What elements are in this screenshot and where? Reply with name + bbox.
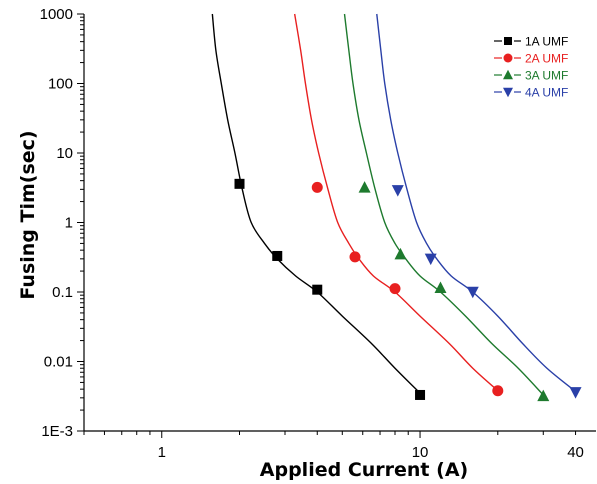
series-line	[376, 13, 576, 393]
data-point	[424, 253, 437, 266]
x-axis: 1 10 40	[83, 431, 584, 461]
data-point	[311, 181, 323, 193]
data-point	[415, 389, 426, 400]
legend-label: 3A UMF	[525, 69, 568, 83]
data-point	[503, 53, 513, 63]
data-point	[358, 181, 371, 193]
legend-label: 1A UMF	[525, 35, 568, 49]
data-point	[434, 281, 447, 294]
series-line	[343, 13, 544, 396]
series-1a-umf	[211, 13, 426, 400]
data-point	[503, 87, 513, 98]
legend-label: 2A UMF	[525, 52, 568, 66]
y-tick-label: 1000	[40, 6, 73, 23]
x-axis-title: Applied Current (A)	[260, 459, 468, 481]
series-2a-umf	[293, 13, 504, 397]
data-point	[504, 37, 512, 45]
series-layer	[211, 13, 582, 402]
data-point	[312, 284, 323, 295]
data-point	[492, 385, 504, 397]
legend: 1A UMF 2A UMF 3A UMF 4A UMF	[494, 35, 568, 100]
data-point	[234, 178, 245, 189]
series-line	[293, 13, 499, 392]
legend-label: 4A UMF	[525, 86, 568, 100]
legend-entry: 2A UMF	[494, 52, 568, 66]
y-tick-label: 0.01	[44, 354, 73, 371]
y-axis: 1000 100 10 1 0.1 0.01 1E-3	[40, 6, 84, 440]
x-tick-label: 10	[412, 444, 429, 461]
y-tick-label: 1E-3	[41, 423, 73, 440]
legend-entry: 1A UMF	[494, 35, 568, 49]
series-4a-umf	[376, 13, 582, 399]
data-point	[466, 286, 479, 299]
data-point	[569, 387, 582, 399]
data-point	[394, 247, 407, 260]
y-tick-label: 1	[65, 215, 73, 232]
y-tick-label: 0.1	[52, 284, 73, 301]
data-point	[391, 185, 404, 197]
data-point	[537, 389, 550, 402]
legend-entry: 3A UMF	[494, 69, 568, 83]
data-point	[272, 250, 283, 261]
y-axis-title: Fusing Tim(sec)	[17, 130, 39, 299]
y-tick-label: 100	[48, 76, 73, 93]
data-point	[389, 283, 401, 295]
series-3a-umf	[343, 13, 550, 402]
x-tick-label: 1	[158, 444, 166, 461]
y-tick-label: 10	[56, 145, 73, 162]
data-point	[349, 251, 361, 263]
x-tick-label: 40	[567, 444, 584, 461]
data-point	[503, 69, 513, 80]
series-line	[211, 13, 421, 394]
legend-entry: 4A UMF	[494, 86, 568, 100]
